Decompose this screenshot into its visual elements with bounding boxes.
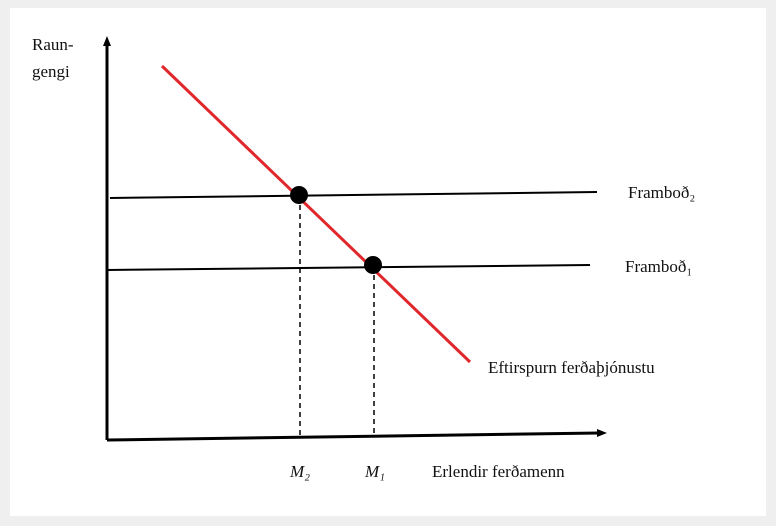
equilibrium-point [290,186,308,204]
equilibrium-point [364,256,382,274]
y-axis-label: Raun- [32,35,74,54]
panel [10,8,766,516]
x-axis [106,431,601,442]
x-axis-arrow [597,429,607,437]
equilibrium-label: M₁ [364,462,385,481]
demand-label: Eftirspurn ferðaþjónustu [488,358,655,377]
y-axis-label: gengi [32,62,70,81]
y-axis-arrow [103,36,111,46]
supply-label: Framboð₁ [625,257,692,276]
supply-label: Framboð₂ [628,183,695,202]
equilibrium-label: M₂ [289,462,310,481]
x-axis-label: Erlendir ferðamenn [432,462,565,481]
supply-1-line [106,264,591,271]
supply-2-line [109,191,598,199]
demand-line [160,64,472,364]
